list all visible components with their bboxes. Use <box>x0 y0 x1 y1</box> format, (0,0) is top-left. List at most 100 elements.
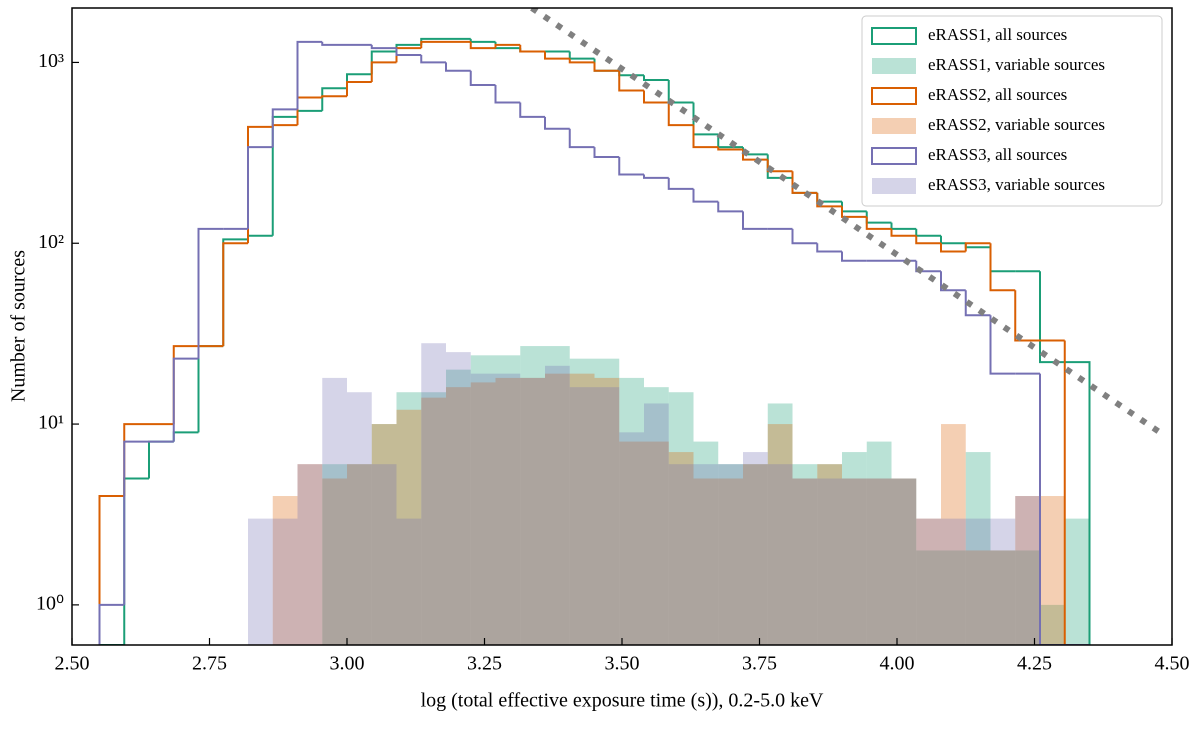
hist-step <box>989 315 1016 375</box>
hist-step <box>370 61 397 82</box>
hist-bar <box>842 478 867 645</box>
legend-label: eRASS1, all sources <box>928 25 1067 44</box>
hist-step <box>643 75 669 81</box>
hist-bar <box>470 355 496 645</box>
hist-step <box>271 108 298 148</box>
hist-step <box>247 125 273 244</box>
reference-line <box>530 8 1162 435</box>
hist-step <box>643 174 669 179</box>
hist-bar <box>990 550 1016 645</box>
hist-step <box>296 109 323 117</box>
hist-bar <box>520 377 545 645</box>
hist-step <box>766 159 793 173</box>
hist-bar <box>743 464 768 645</box>
hist-step <box>940 235 966 245</box>
hist-step <box>172 431 199 442</box>
hist-bar <box>891 478 917 645</box>
hist-bar <box>1015 496 1040 645</box>
hist-step <box>717 201 743 213</box>
hist-bar <box>1015 496 1040 645</box>
hist-bar <box>693 478 719 645</box>
hist-bar <box>446 352 471 645</box>
hist-step <box>989 243 1016 292</box>
hist-step <box>915 228 941 237</box>
x-tick-label: 4.50 <box>1155 653 1190 675</box>
hist-step <box>1039 373 1065 645</box>
hist-step <box>618 70 644 77</box>
hist-step <box>989 247 1016 273</box>
y-tick-label: 10³ <box>38 50 64 72</box>
hist-bar <box>594 387 620 645</box>
legend-label: eRASS3, variable sources <box>928 175 1105 194</box>
x-axis-label: log (total effective exposure time (s)),… <box>421 690 824 712</box>
hist-bar <box>941 518 966 645</box>
hist-step <box>865 216 892 230</box>
hist-bar <box>421 343 446 645</box>
plot-area <box>98 8 1162 645</box>
hist-bar <box>545 365 570 645</box>
hist-bar <box>767 424 793 645</box>
hist-bar <box>767 464 793 645</box>
hist-bar <box>446 387 471 645</box>
hist-bar <box>1064 518 1090 645</box>
hist-bar <box>272 518 298 645</box>
hist-bar <box>693 441 719 645</box>
hist-bar <box>322 478 347 645</box>
legend-label: eRASS3, all sources <box>928 145 1067 164</box>
hist-bar <box>371 424 397 645</box>
hist-step <box>643 90 669 104</box>
hist-bar <box>520 377 545 645</box>
hist-step <box>964 242 991 252</box>
hist-step <box>841 251 867 262</box>
hist-bar <box>619 441 644 645</box>
hist-step <box>321 95 347 98</box>
hist-bar <box>347 392 372 645</box>
legend-swatch <box>872 58 916 74</box>
legend-swatch <box>871 87 917 105</box>
hist-bar <box>446 369 471 645</box>
x-tick-label: 3.50 <box>605 653 640 675</box>
hist-step <box>667 79 694 104</box>
hist-bar <box>594 358 620 645</box>
legend-label: eRASS1, variable sources <box>928 55 1105 74</box>
hist-step <box>667 177 694 190</box>
hist-bar <box>941 424 966 645</box>
hist-bar <box>916 518 941 645</box>
hist-step <box>321 41 347 46</box>
hist-bar <box>693 464 719 645</box>
hist-step <box>123 440 149 605</box>
hist-bar <box>743 464 768 645</box>
hist-bar <box>817 478 842 645</box>
hist-bar <box>718 464 743 645</box>
hist-step <box>172 357 199 442</box>
hist-step <box>1064 361 1091 645</box>
hist-step <box>568 58 595 64</box>
hist-step <box>247 146 273 229</box>
hist-bar <box>990 550 1016 645</box>
hist-bar <box>569 387 595 645</box>
hist-bar <box>297 464 323 645</box>
hist-step <box>865 211 892 224</box>
hist-bar <box>545 346 570 645</box>
legend-swatch <box>872 118 916 134</box>
hist-step <box>469 70 496 87</box>
hist-step <box>370 44 397 50</box>
hist-step <box>816 192 842 208</box>
hist-bar <box>817 464 842 645</box>
hist-bar <box>1040 604 1065 645</box>
hist-step <box>98 495 125 645</box>
x-tick-label: 2.75 <box>192 653 227 675</box>
hist-bar <box>619 432 644 645</box>
hist-step <box>123 423 149 497</box>
hist-step <box>296 40 323 110</box>
hist-bar <box>347 464 372 645</box>
hist-bar <box>396 518 422 645</box>
hist-bar <box>668 452 694 645</box>
hist-bar <box>792 478 818 645</box>
hist-step <box>940 243 966 253</box>
hist-bar <box>965 452 991 645</box>
hist-bar <box>371 424 397 645</box>
hist-bar <box>297 464 323 645</box>
x-tick-label: 3.75 <box>742 653 777 675</box>
hist-bar <box>842 452 867 645</box>
